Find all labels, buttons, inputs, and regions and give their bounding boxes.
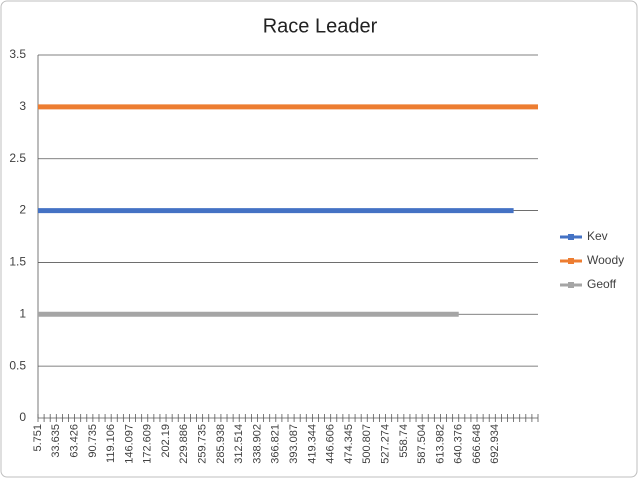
legend-marker	[568, 282, 574, 288]
x-tick-label: 474.345	[343, 424, 355, 464]
x-tick-label: 446.606	[325, 424, 337, 464]
y-tick-label: 2.5	[9, 151, 26, 165]
x-tick-label: 338.902	[251, 424, 263, 464]
y-tick-label: 2	[19, 203, 26, 217]
legend-marker	[568, 258, 574, 264]
x-tick-label: 202.19	[160, 424, 172, 458]
x-tick-label: 640.376	[453, 424, 465, 464]
x-tick-label: 587.504	[416, 424, 428, 464]
y-tick-label: 0	[19, 410, 26, 424]
legend-label: Woody	[587, 253, 624, 267]
y-tick-label: 3.5	[9, 47, 26, 61]
x-tick-label: 285.938	[215, 424, 227, 464]
x-tick-label: 527.274	[379, 424, 391, 464]
x-tick-label: 172.609	[142, 424, 154, 464]
chart-title: Race Leader	[263, 15, 378, 37]
x-tick-label: 692.934	[489, 424, 501, 464]
x-tick-label: 666.648	[471, 424, 483, 464]
y-tick-label: 0.5	[9, 358, 26, 372]
x-tick-label: 119.106	[105, 424, 117, 463]
x-tick-label: 5.751	[32, 424, 44, 452]
x-tick-label: 312.514	[233, 424, 245, 464]
x-tick-label: 259.735	[197, 424, 209, 464]
x-tick-label: 500.807	[361, 424, 373, 464]
x-tick-label: 146.097	[123, 424, 135, 464]
x-tick-label: 63.426	[68, 424, 80, 458]
legend-marker	[568, 234, 574, 240]
x-tick-label: 393.087	[288, 424, 300, 464]
legend-label: Geoff	[587, 277, 617, 291]
x-tick-label: 558.74	[398, 424, 410, 458]
x-tick-label: 33.635	[50, 424, 62, 458]
x-tick-label: 613.982	[434, 424, 446, 464]
y-tick-label: 3	[19, 99, 26, 113]
y-tick-label: 1.5	[9, 255, 26, 269]
x-tick-label: 90.735	[87, 424, 99, 458]
x-tick-label: 419.344	[306, 424, 318, 464]
x-tick-label: 229.886	[178, 424, 190, 464]
y-tick-label: 1	[19, 306, 26, 320]
x-tick-label: 366.821	[270, 424, 282, 464]
legend-label: Kev	[587, 229, 608, 243]
